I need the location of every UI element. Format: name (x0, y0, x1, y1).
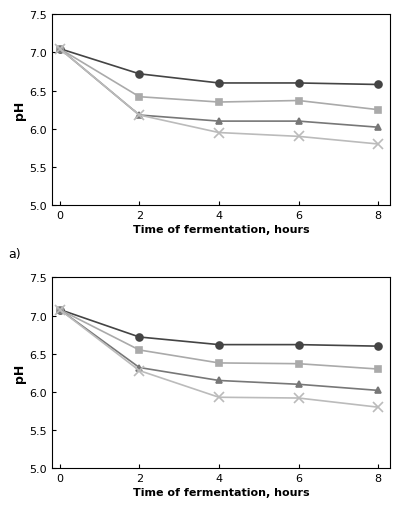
X-axis label: Time of fermentation, hours: Time of fermentation, hours (133, 224, 309, 235)
6% (137, 368, 142, 374)
4% (376, 387, 380, 393)
Line: 6%: 6% (55, 45, 383, 150)
4% (217, 378, 221, 384)
4% (296, 381, 301, 387)
4% (217, 119, 221, 125)
4% (57, 46, 62, 52)
2% (376, 366, 380, 373)
Line: 4%: 4% (56, 306, 382, 394)
6% (296, 395, 301, 401)
6% (57, 46, 62, 52)
2% (217, 100, 221, 106)
control (296, 342, 301, 348)
6% (217, 130, 221, 136)
2% (296, 361, 301, 367)
Line: 6%: 6% (55, 305, 383, 412)
Line: control: control (56, 306, 382, 350)
Text: a): a) (8, 247, 20, 261)
Y-axis label: pH: pH (14, 363, 26, 383)
Line: 2%: 2% (56, 46, 382, 114)
control (217, 342, 221, 348)
6% (137, 112, 142, 119)
6% (57, 307, 62, 313)
2% (57, 307, 62, 313)
4% (137, 112, 142, 119)
6% (296, 134, 301, 140)
control (376, 82, 380, 89)
4% (137, 365, 142, 371)
2% (376, 107, 380, 114)
control (296, 81, 301, 87)
Line: 2%: 2% (56, 306, 382, 373)
2% (57, 46, 62, 52)
Line: 4%: 4% (56, 46, 382, 131)
X-axis label: Time of fermentation, hours: Time of fermentation, hours (133, 487, 309, 497)
control (376, 344, 380, 350)
control (137, 334, 142, 341)
4% (296, 119, 301, 125)
2% (296, 98, 301, 104)
2% (137, 347, 142, 353)
control (57, 46, 62, 52)
2% (137, 95, 142, 101)
Y-axis label: pH: pH (14, 101, 26, 120)
4% (57, 307, 62, 313)
Line: control: control (56, 46, 382, 89)
control (137, 72, 142, 78)
control (217, 81, 221, 87)
4% (376, 125, 380, 131)
6% (376, 404, 380, 410)
6% (217, 394, 221, 401)
6% (376, 142, 380, 148)
control (57, 307, 62, 313)
2% (217, 360, 221, 366)
